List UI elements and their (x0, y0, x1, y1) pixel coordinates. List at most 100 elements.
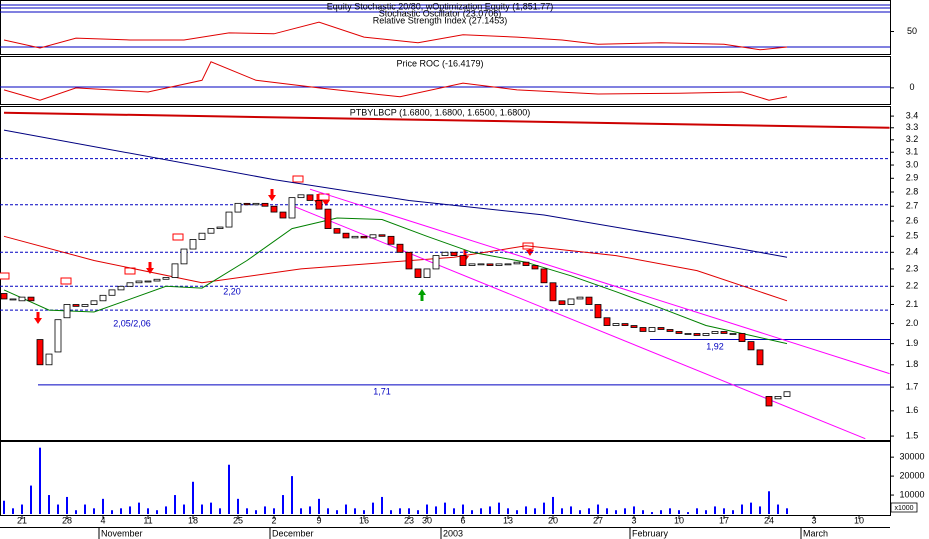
volume-bar (39, 447, 41, 514)
volume-bar (786, 508, 788, 514)
candle (234, 202, 242, 213)
x-tick-label: 10 (854, 515, 864, 525)
candle (522, 261, 530, 266)
y-tick-label: 50 (907, 26, 917, 36)
candle (675, 331, 683, 334)
volume-bar (129, 506, 131, 514)
volume-bar (741, 504, 743, 514)
candle (333, 228, 341, 234)
candle (558, 300, 566, 305)
candle (369, 234, 377, 239)
volume-bar (381, 496, 383, 514)
candle (468, 263, 476, 266)
volume-bar (282, 495, 284, 514)
volume-bar (84, 504, 86, 514)
volume-bar (264, 506, 266, 514)
volume-bar (633, 506, 635, 514)
candle (162, 277, 170, 280)
frames (0, 0, 891, 528)
candle (126, 282, 134, 287)
candle (603, 317, 611, 326)
candle (27, 296, 35, 302)
volume-bar (390, 510, 392, 514)
candle (279, 211, 287, 219)
volume-bar (705, 510, 707, 514)
volume-bar (516, 510, 518, 514)
y-tick-label: 2.2 (906, 281, 919, 291)
overlay-line (3, 235, 788, 302)
candle (531, 265, 539, 270)
candle (288, 197, 296, 219)
volume-bar (489, 506, 491, 514)
candle (567, 298, 575, 305)
candle (405, 251, 413, 270)
candle (585, 296, 593, 305)
volume-bar (138, 502, 140, 514)
candle (378, 234, 386, 237)
volume-bar (606, 508, 608, 514)
candle (342, 232, 350, 239)
candle (459, 255, 467, 266)
indicator-line (3, 21, 788, 51)
annotation: 2,20 (223, 286, 241, 296)
volume-bar (219, 508, 221, 514)
y-tick-label: 2.7 (906, 201, 919, 211)
signal-arrow (526, 244, 534, 256)
volume-bar (498, 502, 500, 514)
y-tick-label: 3.1 (906, 147, 919, 157)
candle (594, 304, 602, 319)
y-tick-label: 3.2 (906, 134, 919, 144)
volume-bar (156, 510, 158, 514)
volume-bar (759, 506, 761, 514)
signal-arrow (268, 189, 276, 201)
candle (297, 194, 305, 199)
x-tick-label: 28 (62, 515, 72, 525)
volume-bar (372, 502, 374, 514)
volume-bar (507, 508, 509, 514)
candle (576, 296, 584, 300)
candle (639, 327, 647, 332)
volume-bar (102, 498, 104, 514)
candle (99, 294, 107, 302)
signal-box (0, 272, 10, 280)
month-label: March (803, 528, 828, 538)
signal-box (292, 175, 304, 183)
volume-bar (48, 495, 50, 514)
x-tick-label: 27 (593, 515, 603, 525)
y-tick-label: 20000 (899, 470, 924, 480)
volume-bar (120, 508, 122, 514)
x-tick-label: 6 (460, 515, 465, 525)
overlay-line (3, 129, 788, 258)
volume-bar (480, 508, 482, 514)
candle (450, 251, 458, 256)
volume-bar (309, 506, 311, 514)
volume-bar (417, 510, 419, 514)
volume-bar (273, 508, 275, 514)
trend-line (3, 111, 890, 129)
volume-bar (669, 508, 671, 514)
volume-bar (66, 496, 68, 514)
y-tick-label: 2.3 (906, 263, 919, 273)
volume-bar (363, 510, 365, 514)
volume-bar (552, 496, 554, 514)
volume-bar (57, 504, 59, 514)
y-tick-label: 30000 (899, 452, 924, 462)
volume-bar (255, 510, 257, 514)
candle (738, 333, 746, 342)
month-label: December (272, 528, 314, 538)
candle (729, 333, 737, 335)
candle (270, 205, 278, 213)
candle (153, 278, 161, 282)
candle (693, 333, 701, 336)
candle (90, 300, 98, 305)
y-tick-label: 3.3 (906, 122, 919, 132)
candle (621, 323, 629, 326)
volume-bar (228, 464, 230, 514)
candle (45, 353, 53, 366)
y-tick-label: 1.8 (906, 359, 919, 369)
candle (387, 235, 395, 245)
volume-bar (147, 508, 149, 514)
volume-bar (174, 495, 176, 514)
volume-bar (714, 506, 716, 514)
